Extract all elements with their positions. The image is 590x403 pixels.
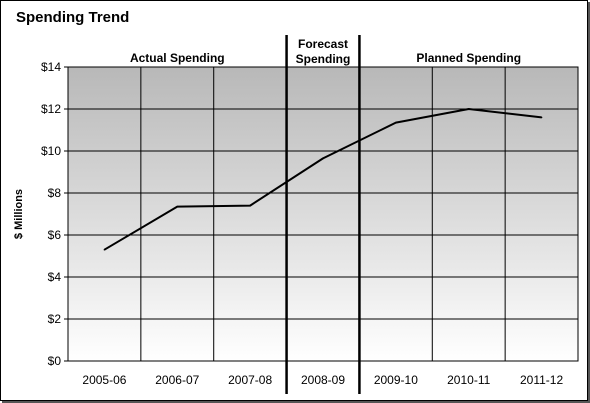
x-tick-label: 2009-10 <box>374 373 418 387</box>
y-tick-label: $10 <box>41 144 61 158</box>
section-dividers <box>285 35 361 394</box>
y-tick-labels: $0 $2 $4 $6 $8 $10 $12 $14 <box>41 60 61 368</box>
x-tick-label: 2005-06 <box>82 373 126 387</box>
x-tick-label: 2007-08 <box>228 373 272 387</box>
series-group <box>103 108 543 251</box>
y-tick-label: $2 <box>48 312 62 326</box>
data-point <box>176 205 179 208</box>
y-axis-label: $ Millions <box>13 189 25 239</box>
chart-title: Spending Trend <box>16 9 130 26</box>
y-tick-label: $6 <box>48 228 62 242</box>
x-tick-labels: 2005-06 2006-07 2007-08 2008-09 2009-10 2010-… <box>82 373 563 387</box>
x-tick-label: 2011-12 <box>520 373 563 387</box>
section-label: Planned Spending <box>416 51 521 65</box>
x-tick-label: 2008-09 <box>301 373 345 387</box>
section-label: Spending <box>296 52 351 66</box>
y-tick-label: $4 <box>48 270 62 284</box>
data-point <box>103 248 106 251</box>
data-point <box>249 204 251 207</box>
y-tick-label: $12 <box>41 102 61 116</box>
data-point <box>467 108 470 110</box>
data-point <box>395 121 397 124</box>
data-point <box>322 157 324 160</box>
horizontal-gridlines <box>64 66 578 362</box>
section-label: Forecast <box>298 37 348 51</box>
data-point <box>540 116 543 119</box>
x-tick-label: 2010-11 <box>447 373 490 387</box>
x-tick-label: 2006-07 <box>155 373 199 387</box>
y-tick-label: $14 <box>41 60 61 74</box>
y-tick-label: $0 <box>48 354 62 368</box>
section-label: Actual Spending <box>130 51 225 65</box>
plot-area <box>67 66 579 362</box>
y-tick-label: $8 <box>48 186 62 200</box>
